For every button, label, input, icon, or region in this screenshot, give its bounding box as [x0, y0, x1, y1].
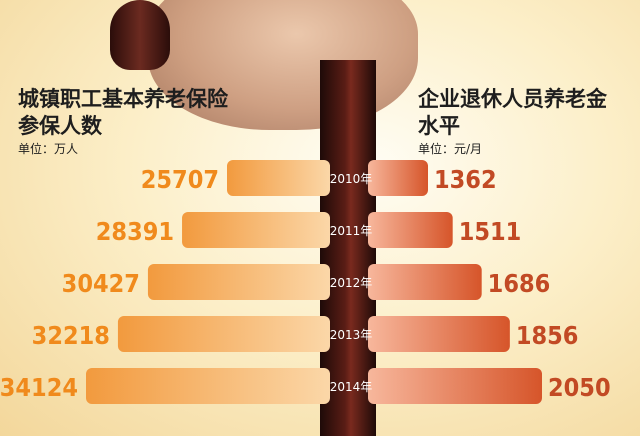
label-left-1: 28391 — [96, 217, 174, 246]
bar-left-3 — [117, 316, 330, 352]
label-left-4: 34124 — [0, 373, 78, 402]
bar-right-3 — [368, 316, 510, 352]
bar-right-0 — [368, 160, 428, 196]
right-title-line1: 企业退休人员养老金 — [418, 87, 607, 111]
bar-right-2 — [368, 264, 482, 300]
label-left-0: 25707 — [141, 165, 219, 194]
cane-handle — [110, 0, 170, 70]
bar-left-0 — [227, 160, 330, 196]
bar-right-4 — [368, 368, 542, 404]
right-title: 企业退休人员养老金 水平 — [418, 86, 607, 140]
bar-left-1 — [182, 212, 330, 248]
label-left-3: 32218 — [32, 321, 110, 350]
label-right-4: 2050 — [548, 373, 611, 402]
label-left-2: 30427 — [62, 269, 140, 298]
left-title-line1: 城镇职工基本养老保险 — [18, 87, 228, 111]
year-label-3: 2013年 — [330, 328, 373, 342]
label-right-0: 1362 — [434, 165, 497, 194]
bar-right-1 — [368, 212, 453, 248]
bar-left-2 — [147, 264, 330, 300]
right-title-line2: 水平 — [418, 114, 460, 138]
year-label-4: 2014年 — [330, 380, 373, 394]
label-right-2: 1686 — [488, 269, 551, 298]
left-unit: 单位：万人 — [18, 142, 79, 156]
label-right-3: 1856 — [516, 321, 579, 350]
right-unit: 单位：元/月 — [418, 142, 483, 156]
bar-left-4 — [86, 368, 330, 404]
year-label-0: 2010年 — [330, 172, 373, 186]
chart-marks: 25707 1362 2010年 28391 1511 2011年 30427 1686 201… — [0, 160, 611, 404]
left-title-line2: 参保人数 — [18, 114, 102, 138]
label-right-1: 1511 — [459, 217, 522, 246]
left-title: 城镇职工基本养老保险 参保人数 — [18, 86, 228, 140]
year-label-2: 2012年 — [330, 276, 373, 290]
year-label-1: 2011年 — [330, 224, 373, 238]
